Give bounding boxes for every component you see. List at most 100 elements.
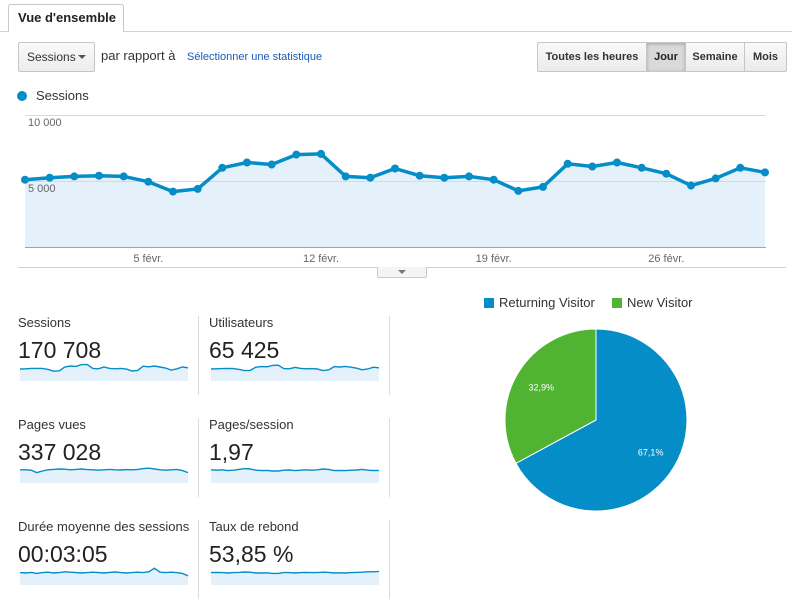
sessions-data-point[interactable] <box>514 186 523 195</box>
metric-sessions[interactable]: Sessions 170 708 <box>18 315 198 395</box>
metric-value: 1,97 <box>209 439 254 465</box>
sessions-data-point[interactable] <box>415 171 424 180</box>
legend-item-new-visitor[interactable]: New Visitor <box>612 295 693 311</box>
sparkline-line <box>20 467 189 474</box>
legend-swatch <box>484 298 494 308</box>
compare-label: par rapport à <box>101 48 176 63</box>
sparkline-area <box>211 468 379 483</box>
day-button[interactable]: Jour <box>646 42 686 72</box>
metric-sparkline <box>210 364 380 381</box>
metric-divider <box>389 316 390 395</box>
metric-label: Sessions <box>18 315 71 330</box>
sessions-area <box>25 153 765 247</box>
metric-avg-session-duration[interactable]: Durée moyenne des sessions 00:03:05 <box>18 519 198 599</box>
sessions-data-point[interactable] <box>144 177 153 186</box>
pie-slice-label: 67,1% <box>638 448 664 458</box>
legend-label: Returning Visitor <box>499 295 595 310</box>
sessions-data-point[interactable] <box>563 159 572 168</box>
chart-legend-sessions[interactable]: Sessions <box>17 88 89 104</box>
sessions-legend-dot <box>17 91 27 101</box>
hourly-button[interactable]: Toutes les heures <box>537 42 647 72</box>
metric-value: 00:03:05 <box>18 541 108 567</box>
metric-divider <box>198 520 199 599</box>
sessions-data-point[interactable] <box>169 187 177 196</box>
sparkline-line <box>210 570 380 575</box>
caret-down-icon <box>398 270 406 274</box>
sparkline-line <box>210 364 380 372</box>
chart-collapse-toggle[interactable] <box>377 267 427 278</box>
sessions-data-point[interactable] <box>292 150 301 159</box>
metric-users[interactable]: Utilisateurs 65 425 <box>209 315 389 395</box>
y-tick-label: 10 000 <box>28 117 62 129</box>
sessions-chart: 10 000 5 000 5 févr. 12 févr. 19 févr. 26 fév… <box>21 115 769 265</box>
metric-dropdown-value: Sessions <box>27 50 76 64</box>
pie-slice-new-visitor[interactable] <box>504 328 597 465</box>
metric-value: 170 708 <box>18 337 102 363</box>
metric-label: Pages/session <box>209 417 294 432</box>
sessions-data-point[interactable] <box>218 163 227 172</box>
metric-sparkline <box>210 570 380 585</box>
sessions-data-point[interactable] <box>366 173 375 182</box>
sessions-data-point[interactable] <box>267 160 276 169</box>
metric-value: 337 028 <box>18 439 102 465</box>
sparkline-area <box>20 364 188 381</box>
sparkline-area <box>211 571 379 585</box>
tab-vue-d-ensemble[interactable]: Vue d'ensemble <box>8 4 124 32</box>
sessions-data-point[interactable] <box>119 172 128 181</box>
sessions-data-point[interactable] <box>687 181 695 190</box>
sparkline-line <box>210 467 380 472</box>
metric-divider <box>198 316 199 395</box>
metric-label: Durée moyenne des sessions <box>18 519 190 534</box>
sessions-data-point[interactable] <box>95 171 103 180</box>
pie-slice-label: 32,9% <box>529 382 555 392</box>
sessions-data-point[interactable] <box>662 169 671 178</box>
metric-pages-per-session[interactable]: Pages/session 1,97 <box>209 417 389 497</box>
caret-down-icon <box>78 55 86 59</box>
sessions-data-point[interactable] <box>440 173 449 182</box>
metric-pageviews[interactable]: Pages vues 337 028 <box>18 417 198 497</box>
sessions-data-point[interactable] <box>243 158 251 167</box>
sparkline-area <box>20 568 188 585</box>
metric-sparkline <box>19 363 189 381</box>
metric-sparkline <box>19 567 189 585</box>
legend-label: New Visitor <box>627 295 693 310</box>
legend-swatch <box>612 298 622 308</box>
sessions-data-point[interactable] <box>711 174 720 183</box>
sessions-data-point[interactable] <box>489 175 498 184</box>
sessions-data-point[interactable] <box>588 162 597 171</box>
sessions-data-point[interactable] <box>341 172 350 181</box>
x-tick-label: 19 févr. <box>476 253 512 265</box>
metric-bounce-rate[interactable]: Taux de rebond 53,85 % <box>209 519 389 599</box>
metric-dropdown[interactable]: Sessions <box>18 42 95 72</box>
x-tick-label: 26 févr. <box>648 253 684 265</box>
legend-item-returning-visitor[interactable]: Returning Visitor <box>484 295 595 311</box>
sessions-data-point[interactable] <box>391 164 399 173</box>
visitor-type-pie-chart: 67,1% 32,9% <box>504 328 688 512</box>
sparkline-line <box>19 363 189 372</box>
sessions-data-point[interactable] <box>637 163 646 172</box>
sessions-data-point[interactable] <box>193 184 202 193</box>
week-button[interactable]: Semaine <box>685 42 745 72</box>
tab-bar-divider <box>0 31 792 32</box>
metric-sparkline <box>20 467 189 483</box>
sessions-data-point[interactable] <box>736 163 745 172</box>
sessions-data-point[interactable] <box>45 173 54 182</box>
sessions-data-point[interactable] <box>465 172 473 181</box>
legend-label: Sessions <box>36 88 89 103</box>
metric-label: Utilisateurs <box>209 315 274 330</box>
sessions-data-point[interactable] <box>613 158 621 167</box>
metric-divider <box>198 418 199 497</box>
metric-sparkline <box>210 467 380 483</box>
sparkline-area <box>20 468 188 483</box>
select-metric-link[interactable]: Sélectionner une statistique <box>187 51 323 63</box>
sessions-data-point[interactable] <box>761 168 769 177</box>
metric-value: 53,85 % <box>209 541 294 567</box>
month-button[interactable]: Mois <box>744 42 787 72</box>
sessions-data-point[interactable] <box>317 149 325 158</box>
time-granularity-group: Toutes les heures Jour Semaine Mois <box>537 42 787 72</box>
pie-slice-returning-visitor[interactable] <box>515 328 688 512</box>
sessions-data-point[interactable] <box>539 182 547 191</box>
sessions-data-point[interactable] <box>70 172 79 181</box>
metric-divider <box>389 418 390 497</box>
sessions-data-point[interactable] <box>21 175 29 184</box>
